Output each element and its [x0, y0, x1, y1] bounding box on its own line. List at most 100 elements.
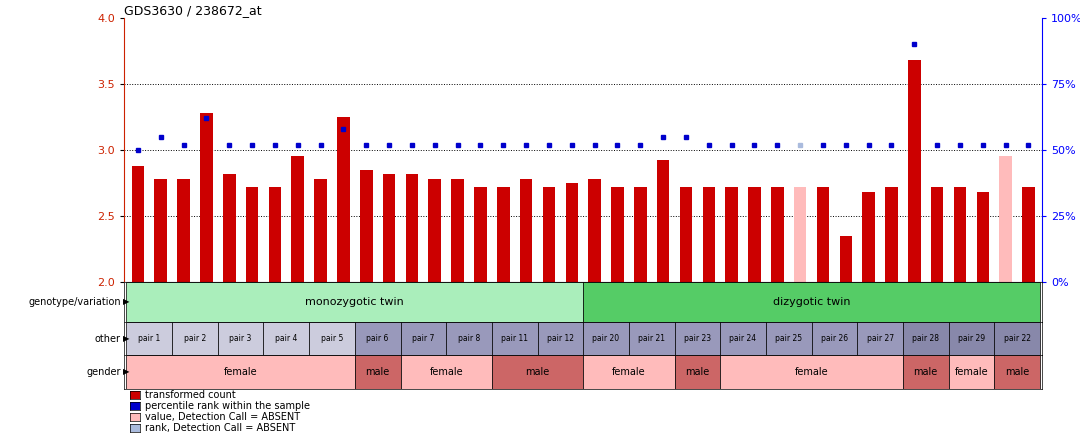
Text: pair 2: pair 2	[184, 334, 206, 343]
Text: pair 7: pair 7	[413, 334, 434, 343]
Bar	[886, 187, 897, 282]
Bar	[702, 187, 715, 282]
Text: genotype/variation: genotype/variation	[28, 297, 121, 307]
Bar	[538, 322, 583, 355]
Bar	[995, 322, 1040, 355]
Text: gender: gender	[86, 367, 121, 377]
Bar	[360, 170, 373, 282]
Bar	[401, 322, 446, 355]
Bar	[811, 322, 858, 355]
Bar	[720, 322, 766, 355]
Text: pair 3: pair 3	[229, 334, 252, 343]
Bar	[314, 179, 327, 282]
Text: male: male	[914, 367, 937, 377]
Text: pair 25: pair 25	[775, 334, 802, 343]
Bar	[858, 322, 903, 355]
Bar	[172, 322, 218, 355]
Text: ▶: ▶	[123, 367, 130, 377]
Bar	[903, 355, 948, 388]
Text: female: female	[612, 367, 646, 377]
Bar	[566, 183, 578, 282]
Bar	[355, 322, 401, 355]
Text: female: female	[224, 367, 257, 377]
Bar	[269, 187, 281, 282]
Bar	[382, 174, 395, 282]
Bar	[766, 322, 811, 355]
Text: pair 24: pair 24	[729, 334, 757, 343]
Bar	[177, 179, 190, 282]
Bar	[794, 187, 807, 282]
Text: pair 28: pair 28	[913, 334, 940, 343]
Text: transformed count: transformed count	[145, 390, 235, 400]
Text: percentile rank within the sample: percentile rank within the sample	[145, 401, 310, 411]
Bar	[948, 355, 995, 388]
Text: female: female	[430, 367, 463, 377]
Bar	[583, 322, 629, 355]
Bar	[451, 179, 464, 282]
Bar	[1022, 187, 1035, 282]
Bar	[309, 322, 355, 355]
Bar	[519, 179, 532, 282]
Bar	[337, 117, 350, 282]
Bar	[429, 179, 441, 282]
Text: value, Detection Call = ABSENT: value, Detection Call = ABSENT	[145, 412, 300, 422]
Bar	[720, 355, 903, 388]
Bar	[954, 187, 967, 282]
Bar	[218, 322, 264, 355]
Text: pair 20: pair 20	[593, 334, 620, 343]
Text: female: female	[795, 367, 828, 377]
Bar	[771, 187, 784, 282]
Bar	[679, 187, 692, 282]
Bar	[446, 322, 491, 355]
Text: pair 6: pair 6	[366, 334, 389, 343]
Bar	[995, 355, 1040, 388]
Bar	[126, 282, 583, 322]
Text: male: male	[365, 367, 390, 377]
Text: pair 21: pair 21	[638, 334, 665, 343]
Bar	[839, 236, 852, 282]
Bar	[491, 355, 583, 388]
Bar	[908, 60, 920, 282]
Bar	[154, 179, 167, 282]
Text: pair 12: pair 12	[546, 334, 573, 343]
Text: ▶: ▶	[123, 334, 130, 343]
Bar	[264, 322, 309, 355]
Bar	[931, 187, 944, 282]
Bar	[246, 187, 258, 282]
Bar	[491, 322, 538, 355]
Bar	[292, 156, 305, 282]
Bar	[126, 322, 172, 355]
Bar	[634, 187, 647, 282]
Text: pair 8: pair 8	[458, 334, 481, 343]
Bar	[132, 166, 145, 282]
Bar	[583, 282, 1040, 322]
Text: pair 5: pair 5	[321, 334, 343, 343]
Bar	[126, 355, 355, 388]
Bar	[976, 192, 989, 282]
Text: pair 26: pair 26	[821, 334, 848, 343]
Text: monozygotic twin: monozygotic twin	[306, 297, 404, 307]
Bar	[657, 160, 670, 282]
Bar	[629, 322, 675, 355]
Text: pair 29: pair 29	[958, 334, 985, 343]
Text: pair 23: pair 23	[684, 334, 711, 343]
Text: male: male	[525, 367, 550, 377]
Text: male: male	[1005, 367, 1029, 377]
Text: pair 22: pair 22	[1003, 334, 1030, 343]
Bar	[401, 355, 491, 388]
Bar	[748, 187, 760, 282]
Bar	[726, 187, 738, 282]
Text: male: male	[685, 367, 710, 377]
Bar	[542, 187, 555, 282]
Bar	[862, 192, 875, 282]
Text: pair 11: pair 11	[501, 334, 528, 343]
Bar	[816, 187, 829, 282]
Bar	[222, 174, 235, 282]
Bar	[675, 322, 720, 355]
Text: pair 27: pair 27	[866, 334, 893, 343]
Bar	[497, 187, 510, 282]
Bar	[355, 355, 401, 388]
Text: ▶: ▶	[123, 297, 130, 306]
Bar	[474, 187, 487, 282]
Bar	[999, 156, 1012, 282]
